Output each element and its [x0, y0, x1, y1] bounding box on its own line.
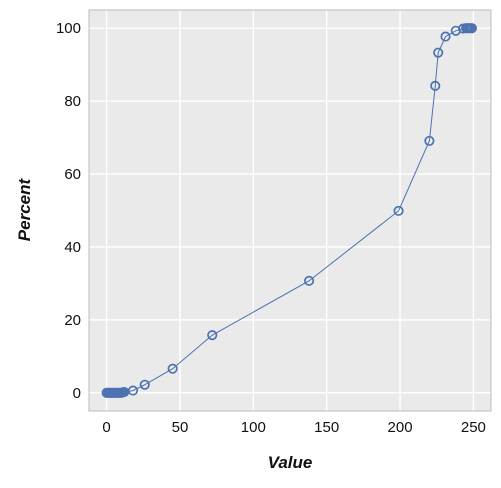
y-tick-label: 0: [73, 385, 81, 402]
data-point-marker: [167, 363, 178, 374]
y-tick-label: 80: [64, 93, 81, 110]
x-tick-label: 200: [388, 419, 413, 436]
x-tick-label: 150: [314, 419, 339, 436]
data-point-marker: [440, 31, 451, 42]
y-tick-label: 100: [56, 20, 81, 37]
data-point-marker: [393, 205, 404, 216]
data-point-marker: [127, 385, 139, 396]
data-point-marker: [424, 135, 435, 146]
y-tick-label: 20: [64, 312, 81, 329]
data-point-marker: [433, 47, 444, 58]
x-tick-label: 0: [102, 419, 110, 436]
x-tick-label: 250: [461, 419, 486, 436]
grid-lines: [89, 10, 491, 411]
y-tick-label: 60: [64, 166, 81, 183]
y-tick-label: 40: [64, 239, 81, 256]
x-axis-title: Value: [268, 453, 313, 472]
series-layer: [101, 23, 477, 398]
x-tick-label: 50: [172, 419, 189, 436]
data-point-marker: [466, 23, 477, 34]
plot-background: [89, 10, 491, 411]
data-point-marker: [430, 80, 441, 91]
x-tick-label: 100: [241, 419, 266, 436]
data-point-marker: [207, 330, 218, 341]
y-tick-labels: 0 20 40 60 80 100: [56, 20, 81, 402]
data-point-marker: [139, 379, 150, 390]
y-axis-title: Percent: [15, 177, 34, 241]
data-point-marker: [304, 275, 315, 286]
x-tick-labels: 0 50 100 150 200 250: [102, 419, 485, 436]
plot-frame: [88, 9, 492, 412]
